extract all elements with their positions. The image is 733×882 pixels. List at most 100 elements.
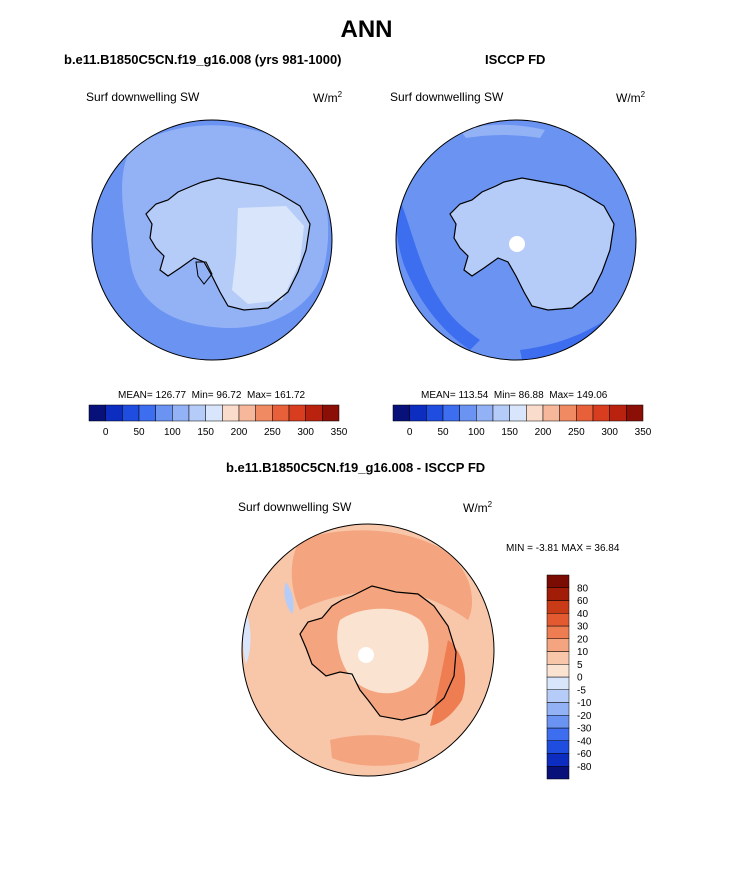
panel1-map-border — [91, 119, 333, 361]
panel3-region-east-coast — [430, 640, 466, 726]
panel3-colorbar-swatch — [546, 689, 570, 703]
panel2-min-label: Min= — [493, 390, 516, 401]
panel2-colorbar-swatch — [409, 404, 427, 422]
panel1-stats: MEAN= 126.77 Min= 96.72 Max= 161.72 — [118, 390, 305, 401]
panel2-colorbar-swatch — [492, 404, 510, 422]
panel2-variable-label: Surf downwelling SW — [390, 90, 504, 104]
panel1-colorbar-swatch — [288, 404, 306, 422]
panel2-missing-pole — [509, 236, 525, 252]
panel1-colorbar-tick: 50 — [133, 427, 145, 438]
panel1-colorbar-tick: 150 — [197, 427, 214, 438]
panel1-colorbar-swatch — [205, 404, 223, 422]
panel1-region-ice-sheet — [232, 206, 304, 304]
panel3-region-negative — [284, 582, 294, 614]
panel1-colorbar-tick: 250 — [264, 427, 281, 438]
panel2-mean-label: MEAN= — [421, 390, 456, 401]
panel1-variable-label: Surf downwelling SW — [86, 90, 200, 104]
panel3-colorbar-tick: -40 — [577, 736, 592, 747]
panel3-min: -3.81 — [535, 543, 559, 554]
panel2-map — [396, 120, 636, 360]
panel3-min-label: MIN = — [506, 543, 533, 554]
panel2-colorbar-tick: 150 — [501, 427, 518, 438]
panel1-min-label: Min= — [191, 390, 214, 401]
panel1-colorbar-swatch — [222, 404, 240, 422]
panel2-title: ISCCP FD — [485, 52, 546, 67]
panel2-colorbar-tick: 200 — [535, 427, 552, 438]
panel2-mean: 113.54 — [458, 390, 489, 401]
panel1-colorbar-swatch — [105, 404, 123, 422]
panel3-colorbar-swatch — [546, 702, 570, 716]
panel3-missing-pole — [358, 647, 374, 663]
panel2-colorbar-swatch — [509, 404, 527, 422]
panel3-colorbar-swatch — [546, 753, 570, 767]
panel2-colorbar-swatch — [559, 404, 577, 422]
panel1-peninsula-outline — [195, 261, 213, 285]
panel1-colorbar-swatch — [238, 404, 256, 422]
panel3-colorbar-swatch — [546, 715, 570, 729]
panel3-colorbar-swatch — [546, 613, 570, 627]
panel1-colorbar-tick: 300 — [297, 427, 314, 438]
panel2-max: 149.06 — [576, 390, 608, 401]
panel1-colorbar-swatch — [188, 404, 206, 422]
panel2-colorbar-swatch — [426, 404, 444, 422]
panel3-max: 36.84 — [594, 543, 620, 554]
panel2-colorbar-swatch — [459, 404, 477, 422]
panel2-units: W/m2 — [616, 90, 646, 105]
figure-title: ANN — [340, 16, 393, 43]
panel3-colorbar-tick: 40 — [577, 609, 589, 620]
panel1-colorbar-swatch — [155, 404, 173, 422]
panel3-colorbar-tick: -60 — [577, 749, 592, 760]
panel3-colorbar-swatch — [546, 664, 570, 678]
panel3-title: b.e11.B1850C5CN.f19_g16.008 - ISCCP FD — [226, 460, 486, 475]
panel1-colorbar-swatch — [138, 404, 156, 422]
panel3-colorbar-tick: 5 — [577, 660, 583, 671]
colorbars: 0 50 100 150 200 250 300 350 0 50 100 150 200 250 300 3… — [88, 404, 652, 780]
panel1-colorbar-tick: 100 — [164, 427, 181, 438]
panel2-region-low-band — [396, 200, 480, 350]
panel2-region-low-band-south — [520, 300, 636, 360]
panel2-colorbar-tick: 100 — [468, 427, 485, 438]
panel1-colorbar-tick: 350 — [331, 427, 348, 438]
panel3-colorbar-tick: 30 — [577, 622, 589, 633]
panel2-region-north-strip — [460, 124, 545, 138]
panel1-map — [92, 120, 332, 360]
panel2-colorbar-tick: 0 — [407, 427, 413, 438]
panel1-colorbar-swatch — [88, 404, 106, 422]
panel3-colorbar-tick: 10 — [577, 647, 589, 658]
panel3-colorbar-swatch — [546, 638, 570, 652]
panel3-colorbar-tick: -80 — [577, 762, 592, 773]
panel3-stats: MIN = -3.81 MAX = 36.84 — [506, 543, 619, 554]
panel1-units: W/m2 — [313, 90, 343, 105]
panel3-variable-label: Surf downwelling SW — [238, 500, 352, 514]
panel3-map-border — [241, 523, 495, 777]
panel3-map — [242, 524, 494, 776]
panel1-colorbar-swatch — [255, 404, 273, 422]
panel2-colorbar-swatch — [526, 404, 544, 422]
panel3-colorbar-swatch — [546, 676, 570, 690]
panel2-colorbar-swatch — [542, 404, 560, 422]
panel1-colorbar-swatch — [122, 404, 140, 422]
panel2-colorbar-tick: 350 — [635, 427, 652, 438]
panel2-colorbar-tick: 300 — [601, 427, 618, 438]
panel3-region-interior — [337, 608, 429, 694]
panel2-colorbar-swatch — [592, 404, 610, 422]
panel3-max-label: MAX = — [561, 543, 592, 554]
panel1-max: 161.72 — [274, 390, 306, 401]
panel3-colorbar-tick: -5 — [577, 685, 586, 696]
panel3-colorbar-tick: 80 — [577, 583, 589, 594]
panel3-colorbar-tick: -10 — [577, 698, 592, 709]
panel2-stats: MEAN= 113.54 Min= 86.88 Max= 149.06 — [421, 390, 607, 401]
panel2-map-border — [395, 119, 637, 361]
panel3-region-south-band — [330, 735, 420, 766]
panel2-colorbar-swatch — [576, 404, 594, 422]
panel2-colorbar-swatch — [476, 404, 494, 422]
panel1-colorbar-tick: 200 — [231, 427, 248, 438]
panel3-colorbar-swatch — [546, 651, 570, 665]
panel1-mean: 126.77 — [155, 390, 187, 401]
panel1-colorbar-swatch — [272, 404, 290, 422]
panel2-colorbar-swatch — [626, 404, 644, 422]
panel1-mean-label: MEAN= — [118, 390, 153, 401]
panel1-max-label: Max= — [247, 390, 272, 401]
panel3-colorbar-tick: -20 — [577, 711, 592, 722]
